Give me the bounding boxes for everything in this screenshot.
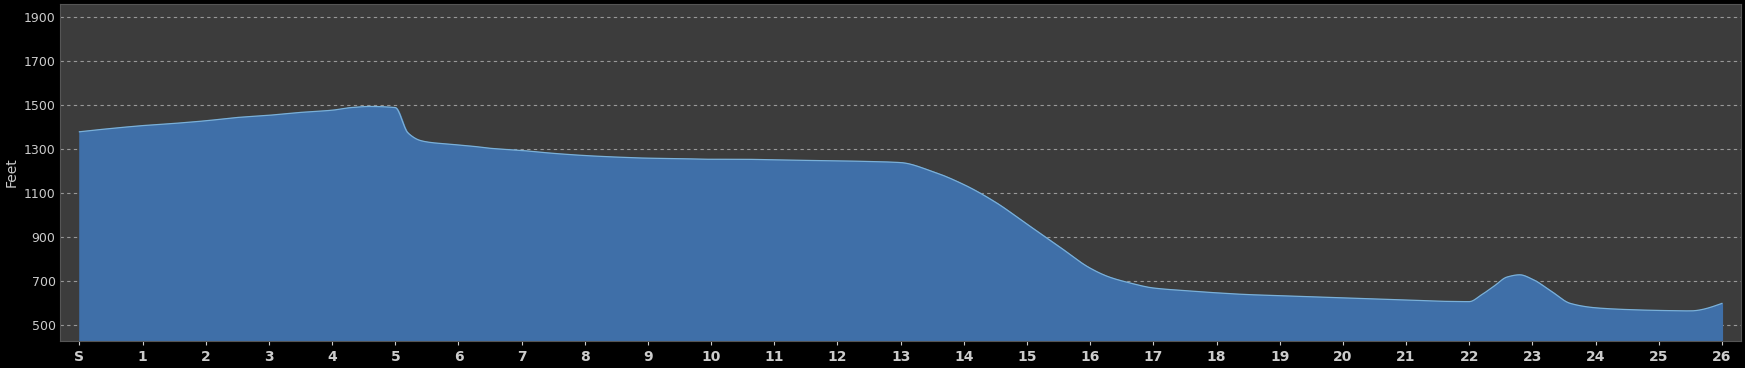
Y-axis label: Feet: Feet xyxy=(3,158,17,187)
